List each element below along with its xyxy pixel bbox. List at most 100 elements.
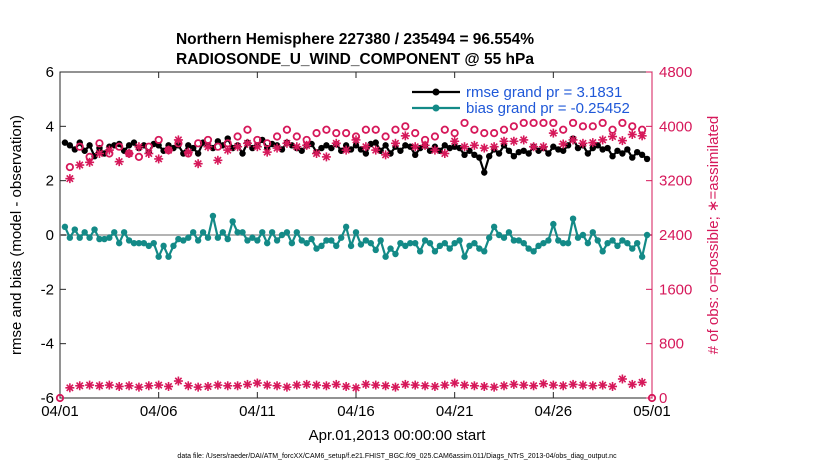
assimilated-obs-point — [381, 150, 391, 160]
possible-obs-point — [628, 122, 637, 131]
possible-obs-point — [509, 122, 518, 131]
rmse-point — [604, 144, 611, 152]
rmse-point — [614, 147, 621, 154]
x-tick-label: 04/26 — [535, 403, 573, 420]
assimilated-obs-point — [351, 383, 361, 393]
bias-point — [402, 242, 409, 250]
rmse-point — [239, 150, 246, 157]
assimilated-obs-point — [558, 139, 568, 149]
legend-swatch-marker — [432, 104, 440, 112]
bias-point — [352, 229, 360, 236]
assimilated-obs-point — [568, 135, 578, 145]
possible-obs-point — [243, 125, 252, 134]
assimilated-obs-point — [460, 380, 470, 390]
bias-point — [71, 226, 79, 233]
bias-point — [278, 231, 286, 239]
bias-point — [308, 235, 315, 243]
bias-point — [476, 245, 483, 252]
rmse-point — [520, 147, 527, 154]
bias-point — [347, 242, 355, 250]
bias-point — [91, 226, 98, 233]
assimilated-obs-point — [75, 160, 85, 170]
bias-point — [61, 223, 69, 231]
rmse-point — [461, 151, 468, 159]
rmse-point — [185, 142, 192, 149]
rmse-point — [214, 138, 222, 145]
bias-point — [204, 234, 212, 241]
assimilated-obs-point — [509, 136, 519, 146]
rmse-point — [584, 150, 592, 157]
possible-obs-point — [312, 129, 321, 138]
assimilated-obs-point — [321, 381, 331, 391]
bias-point — [303, 239, 310, 247]
assimilated-obs-point — [85, 157, 95, 167]
assimilated-obs-point — [637, 377, 647, 387]
bias-point — [495, 231, 503, 239]
assimilated-obs-point — [213, 380, 223, 390]
possible-obs-point — [75, 142, 84, 151]
bias-point — [392, 250, 399, 258]
x-tick-label: 04/01 — [41, 403, 79, 420]
possible-obs-point — [401, 122, 410, 131]
assimilated-obs-point — [223, 145, 233, 155]
bias-point — [214, 234, 222, 241]
assimilated-obs-point — [617, 374, 627, 384]
assimilated-obs-point — [548, 380, 558, 390]
assimilated-obs-point — [568, 379, 578, 389]
bias-point — [471, 239, 478, 247]
x-tick-label: 05/01 — [633, 403, 671, 420]
assimilated-obs-point — [420, 140, 430, 150]
rmse-point — [194, 150, 202, 157]
assimilated-obs-point — [400, 131, 410, 141]
rmse-point — [619, 150, 626, 157]
rmse-point — [342, 142, 350, 149]
assimilated-obs-point — [558, 381, 568, 391]
assimilated-obs-point — [65, 383, 75, 393]
bias-point — [421, 237, 429, 244]
bias-point — [135, 239, 143, 247]
assimilated-obs-point — [312, 149, 322, 158]
bias-point — [150, 239, 157, 247]
bias-point — [638, 253, 646, 260]
possible-obs-point — [598, 118, 607, 128]
assimilated-obs-point — [104, 145, 114, 155]
bias-point — [505, 229, 513, 236]
x-axis-label: Apr.01,2013 00:00:00 start — [309, 427, 487, 444]
possible-obs-point — [272, 132, 282, 141]
assimilated-obs-point — [509, 379, 519, 389]
bias-point — [564, 239, 572, 247]
bias-point — [560, 239, 567, 247]
assimilated-obs-point — [252, 142, 262, 152]
assimilated-obs-point — [341, 381, 351, 391]
assimilated-obs-point — [233, 381, 243, 391]
bias-point — [515, 237, 522, 244]
bias-point — [125, 237, 133, 244]
assimilated-obs-point — [94, 149, 104, 158]
assimilated-obs-point — [381, 381, 391, 391]
assimilated-obs-point — [292, 142, 302, 152]
rmse-point — [372, 139, 379, 146]
assimilated-obs-point — [489, 142, 499, 152]
bias-point — [111, 229, 118, 236]
possible-obs-point — [263, 139, 272, 148]
assimilated-obs-point — [627, 379, 637, 389]
possible-obs-point — [450, 129, 459, 138]
rmse-point — [362, 150, 370, 157]
bias-point — [412, 239, 419, 247]
y2-tick-label: 4000 — [659, 118, 692, 135]
assimilated-obs-point — [420, 381, 430, 391]
bias-point — [550, 220, 557, 228]
legend-swatch-marker — [432, 88, 440, 96]
possible-obs-point — [549, 118, 558, 128]
rmse-point — [451, 143, 458, 150]
y2-tick-label: 1600 — [659, 281, 692, 298]
assimilated-obs-point — [272, 143, 282, 153]
possible-obs-point — [529, 118, 538, 128]
bias-point — [155, 253, 162, 260]
bias-point — [431, 248, 439, 255]
assimilated-obs-point — [440, 149, 450, 158]
legend-label: bias grand pr = -0.25452 — [466, 100, 630, 117]
assimilated-obs-point — [321, 152, 331, 162]
rmse-point — [357, 146, 365, 153]
possible-obs-point — [233, 132, 242, 141]
